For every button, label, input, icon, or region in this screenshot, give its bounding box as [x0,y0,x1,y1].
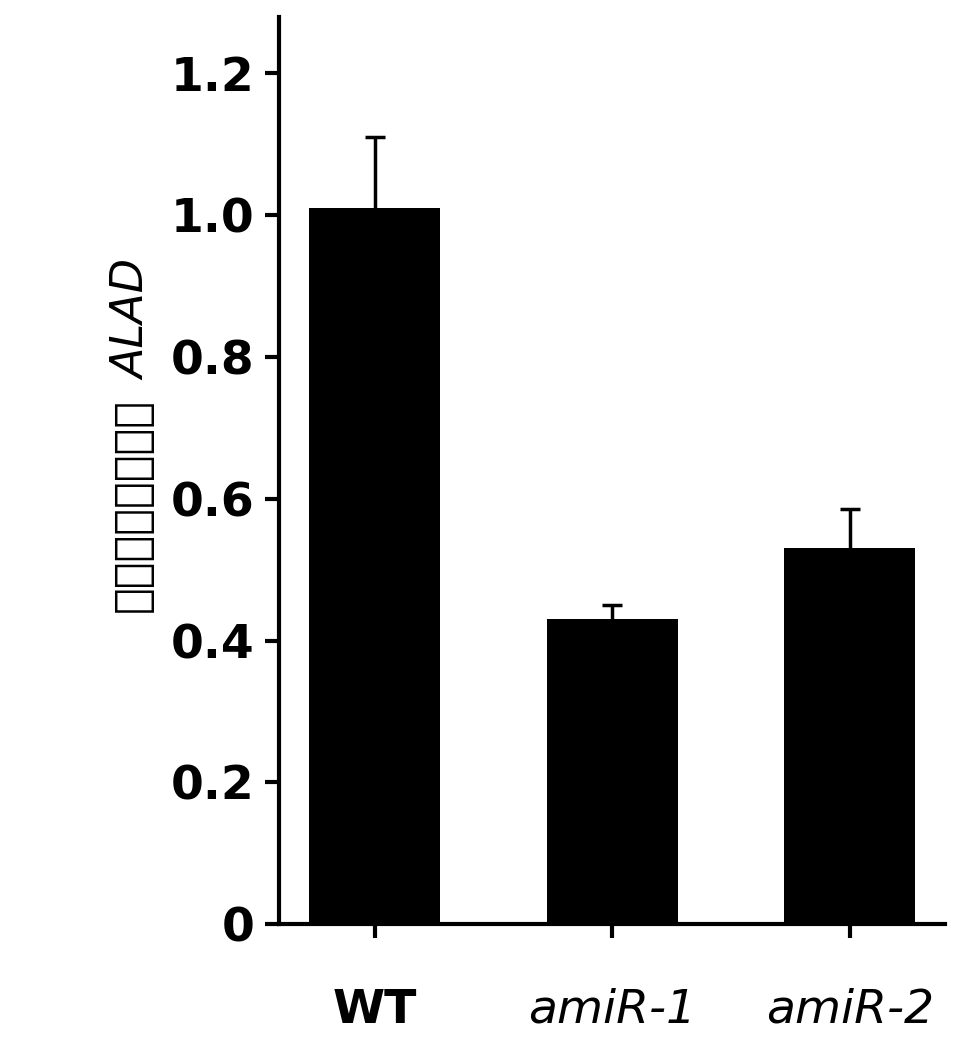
Bar [547,619,677,924]
Text: ALAD: ALAD [111,259,154,379]
Text: WT: WT [333,988,416,1033]
Text: amiR-1: amiR-1 [528,988,696,1033]
Bar [309,208,439,924]
Text: 基因的相对表达量: 基因的相对表达量 [111,398,154,612]
Bar [783,548,914,924]
Text: amiR-2: amiR-2 [765,988,933,1033]
